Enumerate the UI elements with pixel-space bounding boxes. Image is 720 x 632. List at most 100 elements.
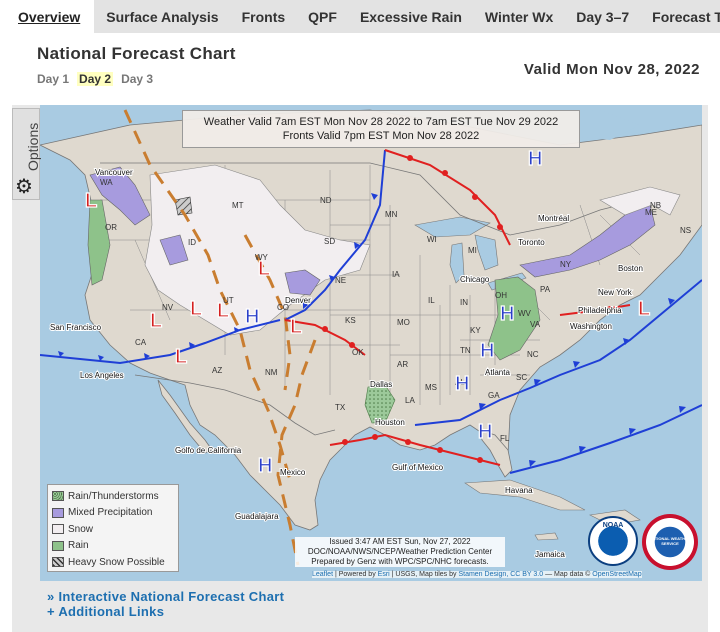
heavy-snow-area [174, 196, 193, 216]
city-label: Gulf of Mexico [392, 463, 444, 472]
city-label: Golfo de California [175, 446, 242, 455]
issued-time: Issued 3:47 AM EST Sun, Nov 27, 2022 [329, 537, 471, 546]
city-label: Los Angeles [80, 371, 124, 380]
state-label: MT [232, 201, 244, 210]
state-label: IL [428, 296, 435, 305]
rain-area-coast [87, 199, 111, 286]
attrib-text: — Map data © [543, 571, 593, 578]
interactive-chart-link[interactable]: » Interactive National Forecast Chart [47, 589, 285, 604]
osm-link[interactable]: OpenStreetMap [592, 571, 642, 578]
legend-item: Rain/Thunderstorms [52, 488, 174, 505]
legend-label: Snow [68, 523, 94, 535]
land-baja [157, 379, 213, 454]
state-label: IN [460, 298, 468, 307]
cc-link[interactable]: , CC BY 3.0 [506, 571, 544, 578]
map-attribution: Leaflet | Powered by Esri | USGS, Map ti… [312, 571, 642, 578]
state-label: KY [470, 326, 481, 335]
state-label: NM [265, 368, 278, 377]
tab-overview[interactable]: Overview [0, 0, 95, 33]
forecast-map[interactable]: WA OR ID MT WY NV UT CO CA AZ NM ND SD N… [40, 105, 702, 581]
state-label: NY [560, 260, 572, 269]
state-label: KS [345, 316, 356, 325]
cold-front-triangles [58, 193, 686, 467]
city-label: Vancouver [95, 168, 133, 177]
state-label: TN [460, 346, 471, 355]
state-label: MN [385, 210, 398, 219]
legend-swatch [52, 507, 64, 518]
legend-item: Mixed Precipitation [52, 505, 174, 522]
city-label: Toronto [518, 238, 545, 247]
state-label: OR [105, 223, 117, 232]
mixed-area-ne [519, 204, 656, 278]
state-label: LA [405, 396, 415, 405]
state-label: TX [335, 403, 346, 412]
warm-front-bumps [322, 155, 613, 463]
tab-surface-analysis[interactable]: Surface Analysis [106, 9, 219, 25]
land-north-america [40, 109, 702, 531]
cold-fronts [40, 149, 702, 474]
legend-swatch [52, 540, 64, 551]
tab-qpf[interactable]: QPF [308, 9, 337, 25]
issued-info: Issued 3:47 AM EST Sun, Nov 27, 2022 DOC… [295, 537, 505, 567]
mixed-area-id [159, 234, 189, 266]
state-label: WA [100, 178, 113, 187]
stamen-link[interactable]: Stamen Design [458, 571, 507, 578]
tab-bar: Overview Surface Analysis Fronts QPF Exc… [0, 0, 720, 33]
leaflet-link[interactable]: Leaflet [312, 571, 334, 578]
valid-date: Valid Mon Nov 28, 2022 [523, 61, 700, 78]
low-pressure-label: L [258, 258, 270, 280]
city-label: Chicago [460, 275, 490, 284]
state-labels: WA OR ID MT WY NV UT CO CA AZ NM ND SD N… [100, 178, 691, 443]
legend-swatch [52, 491, 64, 502]
state-label: SD [324, 237, 335, 246]
legend-item: Heavy Snow Possible [52, 554, 174, 571]
day-2-link[interactable]: Day 2 [77, 72, 114, 86]
valid-time-box: Weather Valid 7am EST Mon Nov 28 2022 to… [182, 110, 580, 148]
mixed-area-wa [89, 166, 151, 226]
tab-excessive-rain[interactable]: Excessive Rain [359, 9, 462, 25]
day-1-link[interactable]: Day 1 [37, 72, 70, 86]
state-label: UT [223, 296, 234, 305]
city-labels: Vancouver San Francisco Los Angeles Denv… [49, 167, 644, 560]
attrib-text: | USGS, Map tiles by [389, 571, 459, 578]
page-title: National Forecast Chart [37, 44, 236, 63]
state-label: WV [518, 309, 532, 318]
state-label: WY [255, 253, 269, 262]
options-label: Options [25, 122, 41, 171]
tab-forecast-tools[interactable]: Forecast To [652, 9, 720, 25]
tab-day-3-7[interactable]: Day 3–7 [576, 9, 630, 25]
city-label: Havana [505, 486, 533, 495]
additional-links-toggle[interactable]: + Additional Links [47, 604, 165, 619]
links-section: » Interactive National Forecast Chart + … [47, 589, 284, 619]
noaa-logo-text: NOAA [602, 522, 624, 529]
legend-item: Snow [52, 521, 174, 538]
gear-icon: ⚙ [15, 176, 33, 198]
city-label: Boston [618, 264, 643, 273]
state-label: OK [352, 348, 364, 357]
legend-label: Rain/Thunderstorms [68, 490, 159, 502]
low-pressure-centers: L L L L L L L L [84, 189, 650, 368]
legend-label: Rain [68, 540, 89, 552]
weather-valid-text: Weather Valid 7am EST Mon Nov 28 2022 to… [203, 116, 559, 128]
day-3-link[interactable]: Day 3 [121, 72, 154, 86]
state-label: NB [650, 201, 661, 210]
esri-link[interactable]: Esri [377, 571, 390, 578]
high-pressure-centers: H H H H H H H [244, 147, 543, 477]
city-label: Dallas [370, 380, 392, 389]
options-panel-toggle[interactable]: Options ⚙ [12, 108, 41, 200]
tab-fronts[interactable]: Fronts [241, 9, 286, 25]
land-florida [479, 429, 513, 478]
legend-swatch [52, 557, 64, 568]
state-label: CA [135, 338, 147, 347]
state-label: FL [500, 434, 510, 443]
state-label: MO [397, 318, 410, 327]
state-label: PA [540, 285, 551, 294]
tab-winter-wx[interactable]: Winter Wx [484, 9, 554, 25]
rain-area-ohio [487, 276, 541, 361]
nws-logo-text: NATIONAL WEATHER SERVICE [649, 536, 691, 546]
state-label: WI [427, 235, 437, 244]
state-label: MI [468, 246, 477, 255]
city-label: Washington [570, 322, 612, 331]
city-label: Guadalajara [235, 512, 279, 521]
city-label: Atlanta [485, 368, 510, 377]
